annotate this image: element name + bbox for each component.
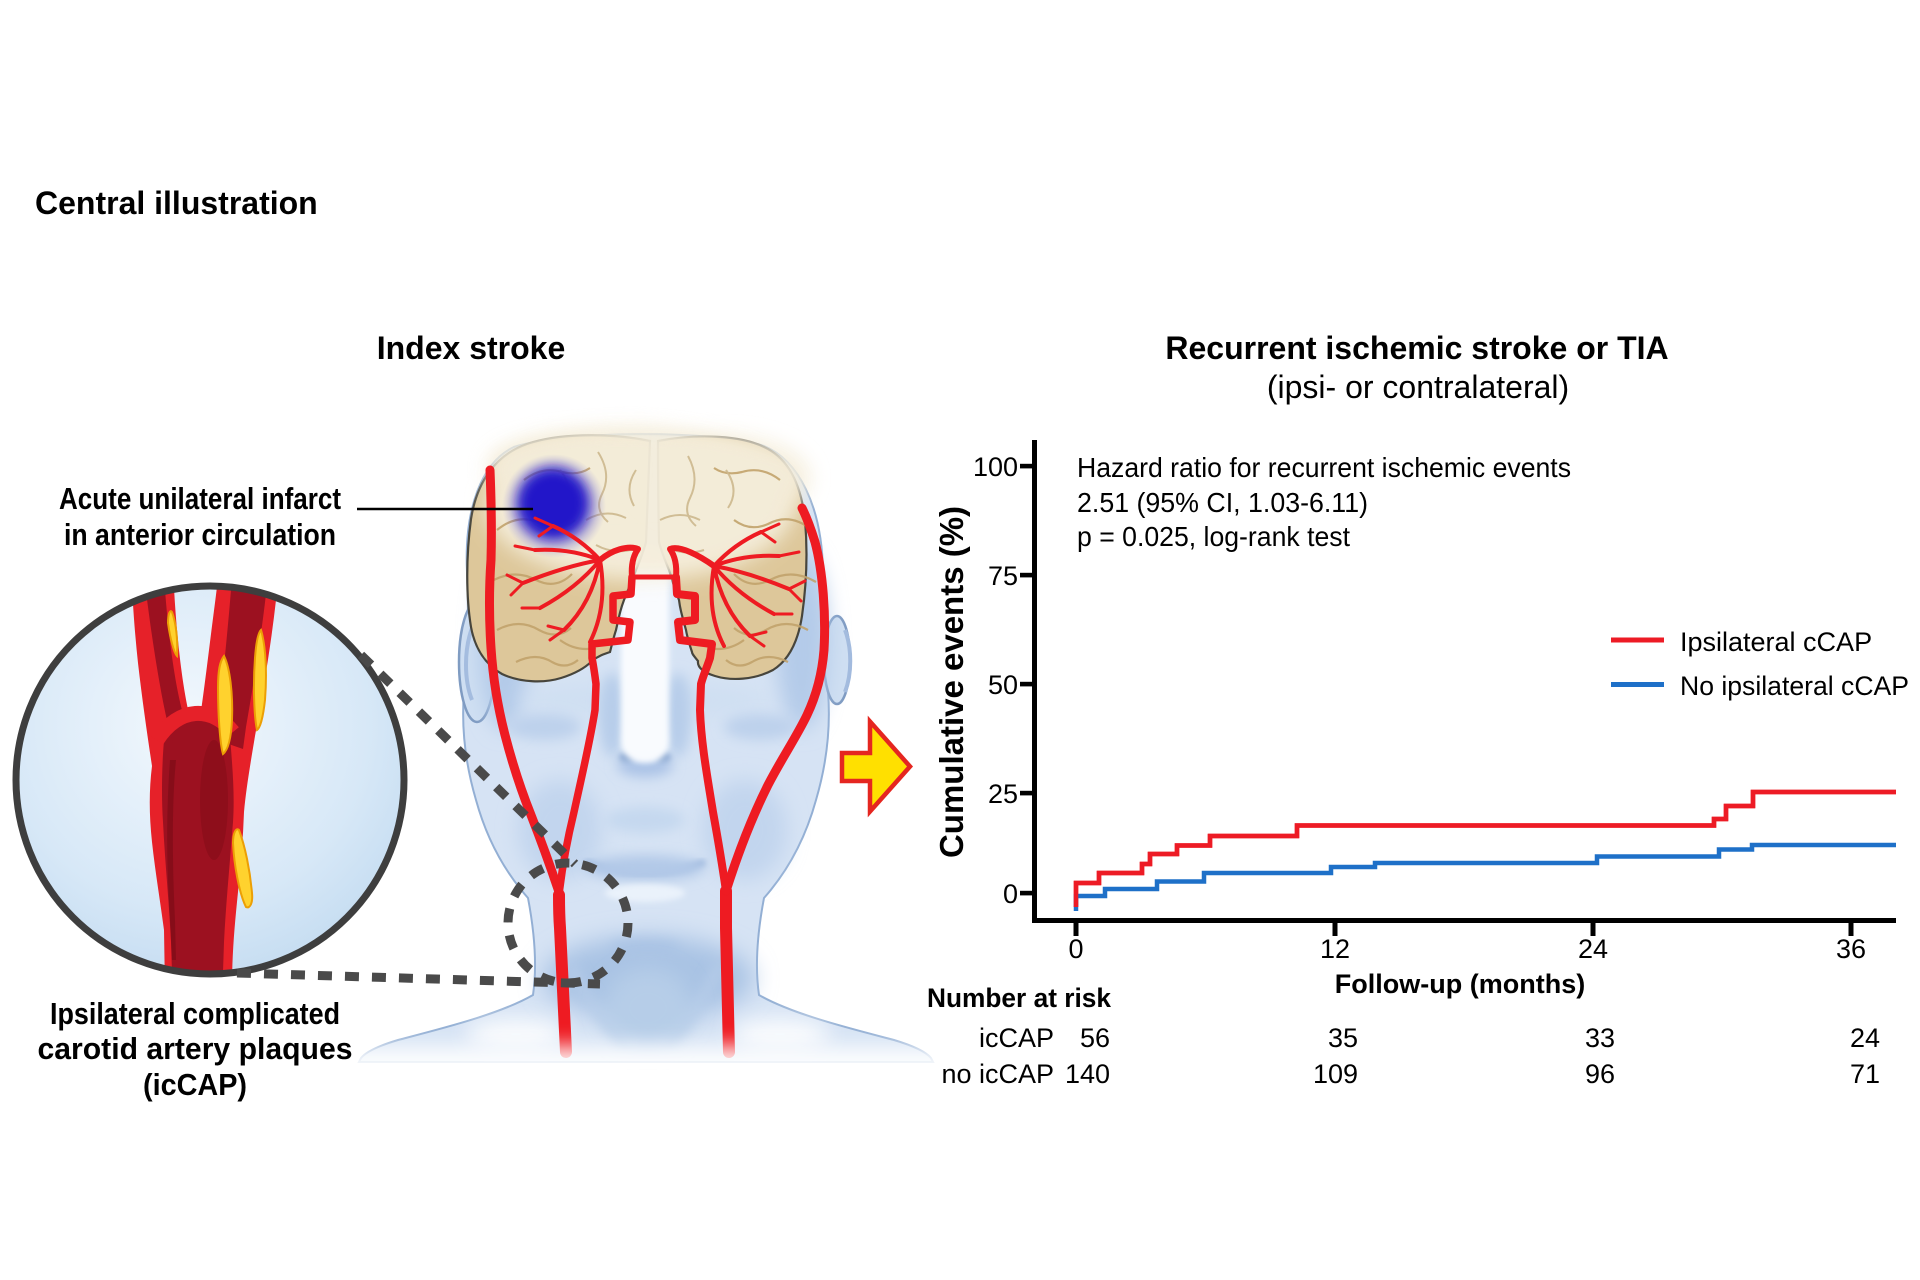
svg-text:0: 0 — [1003, 879, 1018, 909]
svg-text:24: 24 — [1578, 934, 1608, 964]
svg-text:109: 109 — [1313, 1059, 1358, 1089]
svg-text:Central illustration: Central illustration — [35, 185, 318, 221]
svg-text:0: 0 — [1068, 934, 1083, 964]
svg-text:56: 56 — [1080, 1023, 1110, 1053]
svg-text:Index stroke: Index stroke — [377, 330, 566, 366]
svg-text:Number at risk: Number at risk — [927, 983, 1112, 1013]
svg-text:p = 0.025, log-rank test: p = 0.025, log-rank test — [1077, 521, 1350, 552]
svg-text:(icCAP): (icCAP) — [143, 1067, 247, 1102]
svg-text:50: 50 — [988, 670, 1018, 700]
svg-text:(ipsi- or contralateral): (ipsi- or contralateral) — [1267, 369, 1569, 405]
svg-text:36: 36 — [1836, 934, 1866, 964]
svg-text:Ipsilateral cCAP: Ipsilateral cCAP — [1680, 627, 1872, 657]
svg-text:Follow-up (months): Follow-up (months) — [1335, 969, 1585, 999]
svg-text:24: 24 — [1850, 1023, 1880, 1053]
svg-text:33: 33 — [1585, 1023, 1615, 1053]
svg-text:Recurrent ischemic stroke or T: Recurrent ischemic stroke or TIA — [1165, 330, 1668, 366]
svg-text:Hazard ratio for recurrent isc: Hazard ratio for recurrent ischemic even… — [1077, 452, 1571, 483]
svg-text:71: 71 — [1850, 1059, 1880, 1089]
svg-text:96: 96 — [1585, 1059, 1615, 1089]
svg-text:35: 35 — [1328, 1023, 1358, 1053]
svg-text:in anterior circulation: in anterior circulation — [64, 517, 336, 552]
svg-text:100: 100 — [973, 452, 1018, 482]
svg-text:140: 140 — [1065, 1059, 1110, 1089]
svg-text:no icCAP: no icCAP — [941, 1059, 1054, 1089]
svg-text:No ipsilateral cCAP: No ipsilateral cCAP — [1680, 671, 1909, 701]
svg-text:Acute unilateral infarct: Acute unilateral infarct — [59, 481, 341, 516]
svg-text:75: 75 — [988, 561, 1018, 591]
svg-text:icCAP: icCAP — [979, 1023, 1054, 1053]
svg-text:12: 12 — [1320, 934, 1350, 964]
svg-text:Cumulative events (%): Cumulative events (%) — [933, 506, 970, 858]
svg-text:Ipsilateral complicated: Ipsilateral complicated — [50, 996, 340, 1031]
svg-text:carotid artery plaques: carotid artery plaques — [38, 1031, 353, 1066]
svg-text:25: 25 — [988, 779, 1018, 809]
svg-text:2.51 (95% CI, 1.03-6.11): 2.51 (95% CI, 1.03-6.11) — [1077, 487, 1368, 518]
